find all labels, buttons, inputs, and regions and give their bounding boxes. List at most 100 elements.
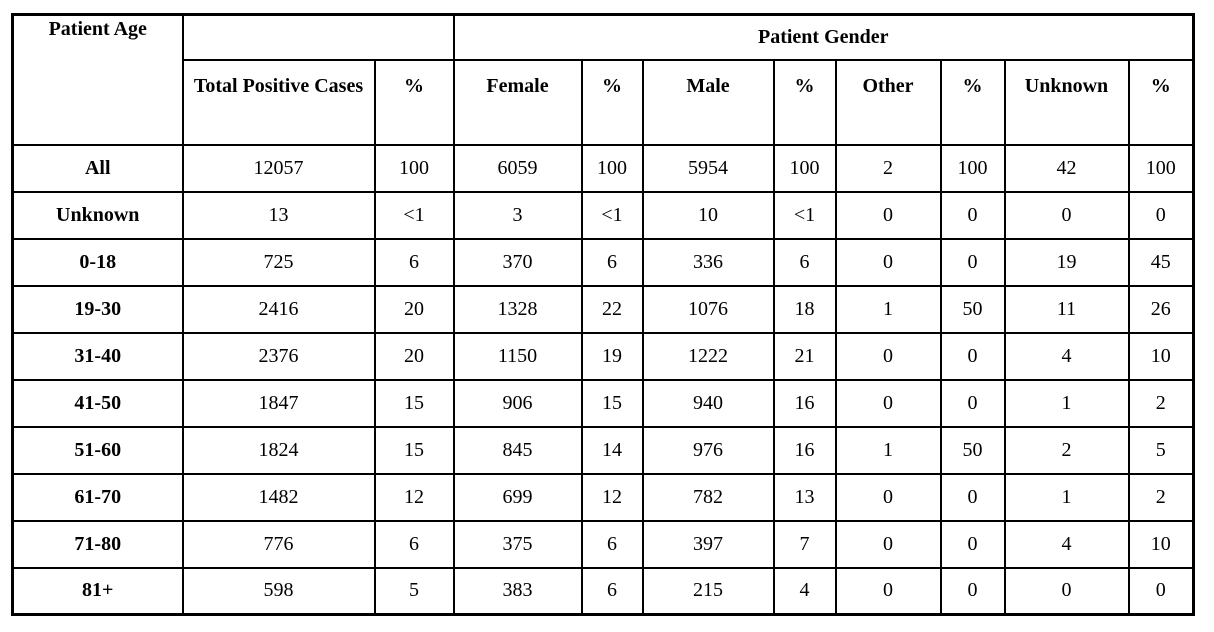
value-cell: 15 — [373, 425, 455, 475]
col-header-other-pct: % — [939, 58, 1006, 146]
value-cell: 100 — [939, 143, 1006, 193]
table-row: All 12057 100 6059 100 5954 100 2 100 42 100 — [11, 143, 1195, 193]
age-group-label: 81+ — [11, 566, 184, 616]
value-cell: 6 — [580, 566, 644, 616]
age-group-label: 71-80 — [11, 519, 184, 569]
age-group-label: Unknown — [11, 190, 184, 240]
value-cell: 4 — [772, 566, 837, 616]
value-cell: 100 — [772, 143, 837, 193]
value-cell: 45 — [1127, 237, 1195, 287]
value-cell: 6059 — [452, 143, 583, 193]
value-cell: 370 — [452, 237, 583, 287]
value-cell: 1482 — [181, 472, 376, 522]
value-cell: 21 — [772, 331, 837, 381]
value-cell: 10 — [1127, 331, 1195, 381]
value-cell: 1150 — [452, 331, 583, 381]
value-cell: 0 — [834, 519, 942, 569]
value-cell: 375 — [452, 519, 583, 569]
age-group-label: 61-70 — [11, 472, 184, 522]
col-header-female: Female — [452, 58, 583, 146]
value-cell: 0 — [834, 190, 942, 240]
value-cell: 20 — [373, 284, 455, 334]
value-cell: 1 — [834, 425, 942, 475]
patient-table-container: Patient Age Patient Gender Total Positiv… — [11, 13, 1196, 616]
value-cell: <1 — [580, 190, 644, 240]
table-row: 51-60 1824 15 845 14 976 16 1 50 2 5 — [11, 425, 1195, 475]
table-row: 41-50 1847 15 906 15 940 16 0 0 1 2 — [11, 378, 1195, 428]
col-header-male: Male — [641, 58, 775, 146]
value-cell: 100 — [1127, 143, 1195, 193]
value-cell: 0 — [834, 566, 942, 616]
value-cell: 19 — [580, 331, 644, 381]
value-cell: 906 — [452, 378, 583, 428]
table-row: 0-18 725 6 370 6 336 6 0 0 19 45 — [11, 237, 1195, 287]
value-cell: 42 — [1003, 143, 1130, 193]
value-cell: 15 — [580, 378, 644, 428]
col-header-unknown-pct: % — [1127, 58, 1195, 146]
col-header-other: Other — [834, 58, 942, 146]
col-header-total-pct: % — [373, 58, 455, 146]
table-row: 31-40 2376 20 1150 19 1222 21 0 0 4 10 — [11, 331, 1195, 381]
value-cell: 845 — [452, 425, 583, 475]
value-cell: 2 — [834, 143, 942, 193]
col-header-female-pct: % — [580, 58, 644, 146]
value-cell: 19 — [1003, 237, 1130, 287]
value-cell: 3 — [452, 190, 583, 240]
value-cell: 10 — [1127, 519, 1195, 569]
col-header-unknown: Unknown — [1003, 58, 1130, 146]
value-cell: 4 — [1003, 331, 1130, 381]
value-cell: 1824 — [181, 425, 376, 475]
value-cell: 1 — [1003, 472, 1130, 522]
value-cell: 0 — [939, 190, 1006, 240]
value-cell: 1222 — [641, 331, 775, 381]
col-header-male-pct: % — [772, 58, 837, 146]
value-cell: 776 — [181, 519, 376, 569]
value-cell: 6 — [772, 237, 837, 287]
value-cell: 6 — [373, 519, 455, 569]
age-group-label: 31-40 — [11, 331, 184, 381]
value-cell: 2 — [1127, 472, 1195, 522]
value-cell: 0 — [939, 237, 1006, 287]
value-cell: 0 — [1127, 190, 1195, 240]
value-cell: 0 — [834, 237, 942, 287]
value-cell: 0 — [1127, 566, 1195, 616]
value-cell: 18 — [772, 284, 837, 334]
value-cell: 12 — [373, 472, 455, 522]
table-row: 81+ 598 5 383 6 215 4 0 0 0 0 — [11, 566, 1195, 616]
value-cell: 383 — [452, 566, 583, 616]
value-cell: 13 — [181, 190, 376, 240]
value-cell: 6 — [580, 519, 644, 569]
value-cell: 2 — [1127, 378, 1195, 428]
table-header: Patient Age Patient Gender Total Positiv… — [11, 13, 1195, 146]
value-cell: 0 — [834, 472, 942, 522]
value-cell: 12057 — [181, 143, 376, 193]
value-cell: 0 — [939, 378, 1006, 428]
value-cell: 725 — [181, 237, 376, 287]
value-cell: 215 — [641, 566, 775, 616]
value-cell: 6 — [580, 237, 644, 287]
value-cell: 1 — [834, 284, 942, 334]
value-cell: 782 — [641, 472, 775, 522]
value-cell: 0 — [939, 519, 1006, 569]
value-cell: 2376 — [181, 331, 376, 381]
value-cell: 4 — [1003, 519, 1130, 569]
value-cell: 16 — [772, 425, 837, 475]
value-cell: 1328 — [452, 284, 583, 334]
table-row: 19-30 2416 20 1328 22 1076 18 1 50 11 26 — [11, 284, 1195, 334]
value-cell: <1 — [772, 190, 837, 240]
value-cell: 100 — [373, 143, 455, 193]
patient-age-gender-table: Patient Age Patient Gender Total Positiv… — [11, 13, 1196, 616]
value-cell: 20 — [373, 331, 455, 381]
value-cell: 5954 — [641, 143, 775, 193]
value-cell: 0 — [834, 331, 942, 381]
value-cell: 100 — [580, 143, 644, 193]
value-cell: 15 — [373, 378, 455, 428]
value-cell: 0 — [834, 378, 942, 428]
table-body: All 12057 100 6059 100 5954 100 2 100 42 100 Unknow… — [11, 143, 1195, 616]
value-cell: 940 — [641, 378, 775, 428]
value-cell: 976 — [641, 425, 775, 475]
value-cell: 50 — [939, 425, 1006, 475]
value-cell: 0 — [1003, 566, 1130, 616]
value-cell: 14 — [580, 425, 644, 475]
value-cell: 50 — [939, 284, 1006, 334]
